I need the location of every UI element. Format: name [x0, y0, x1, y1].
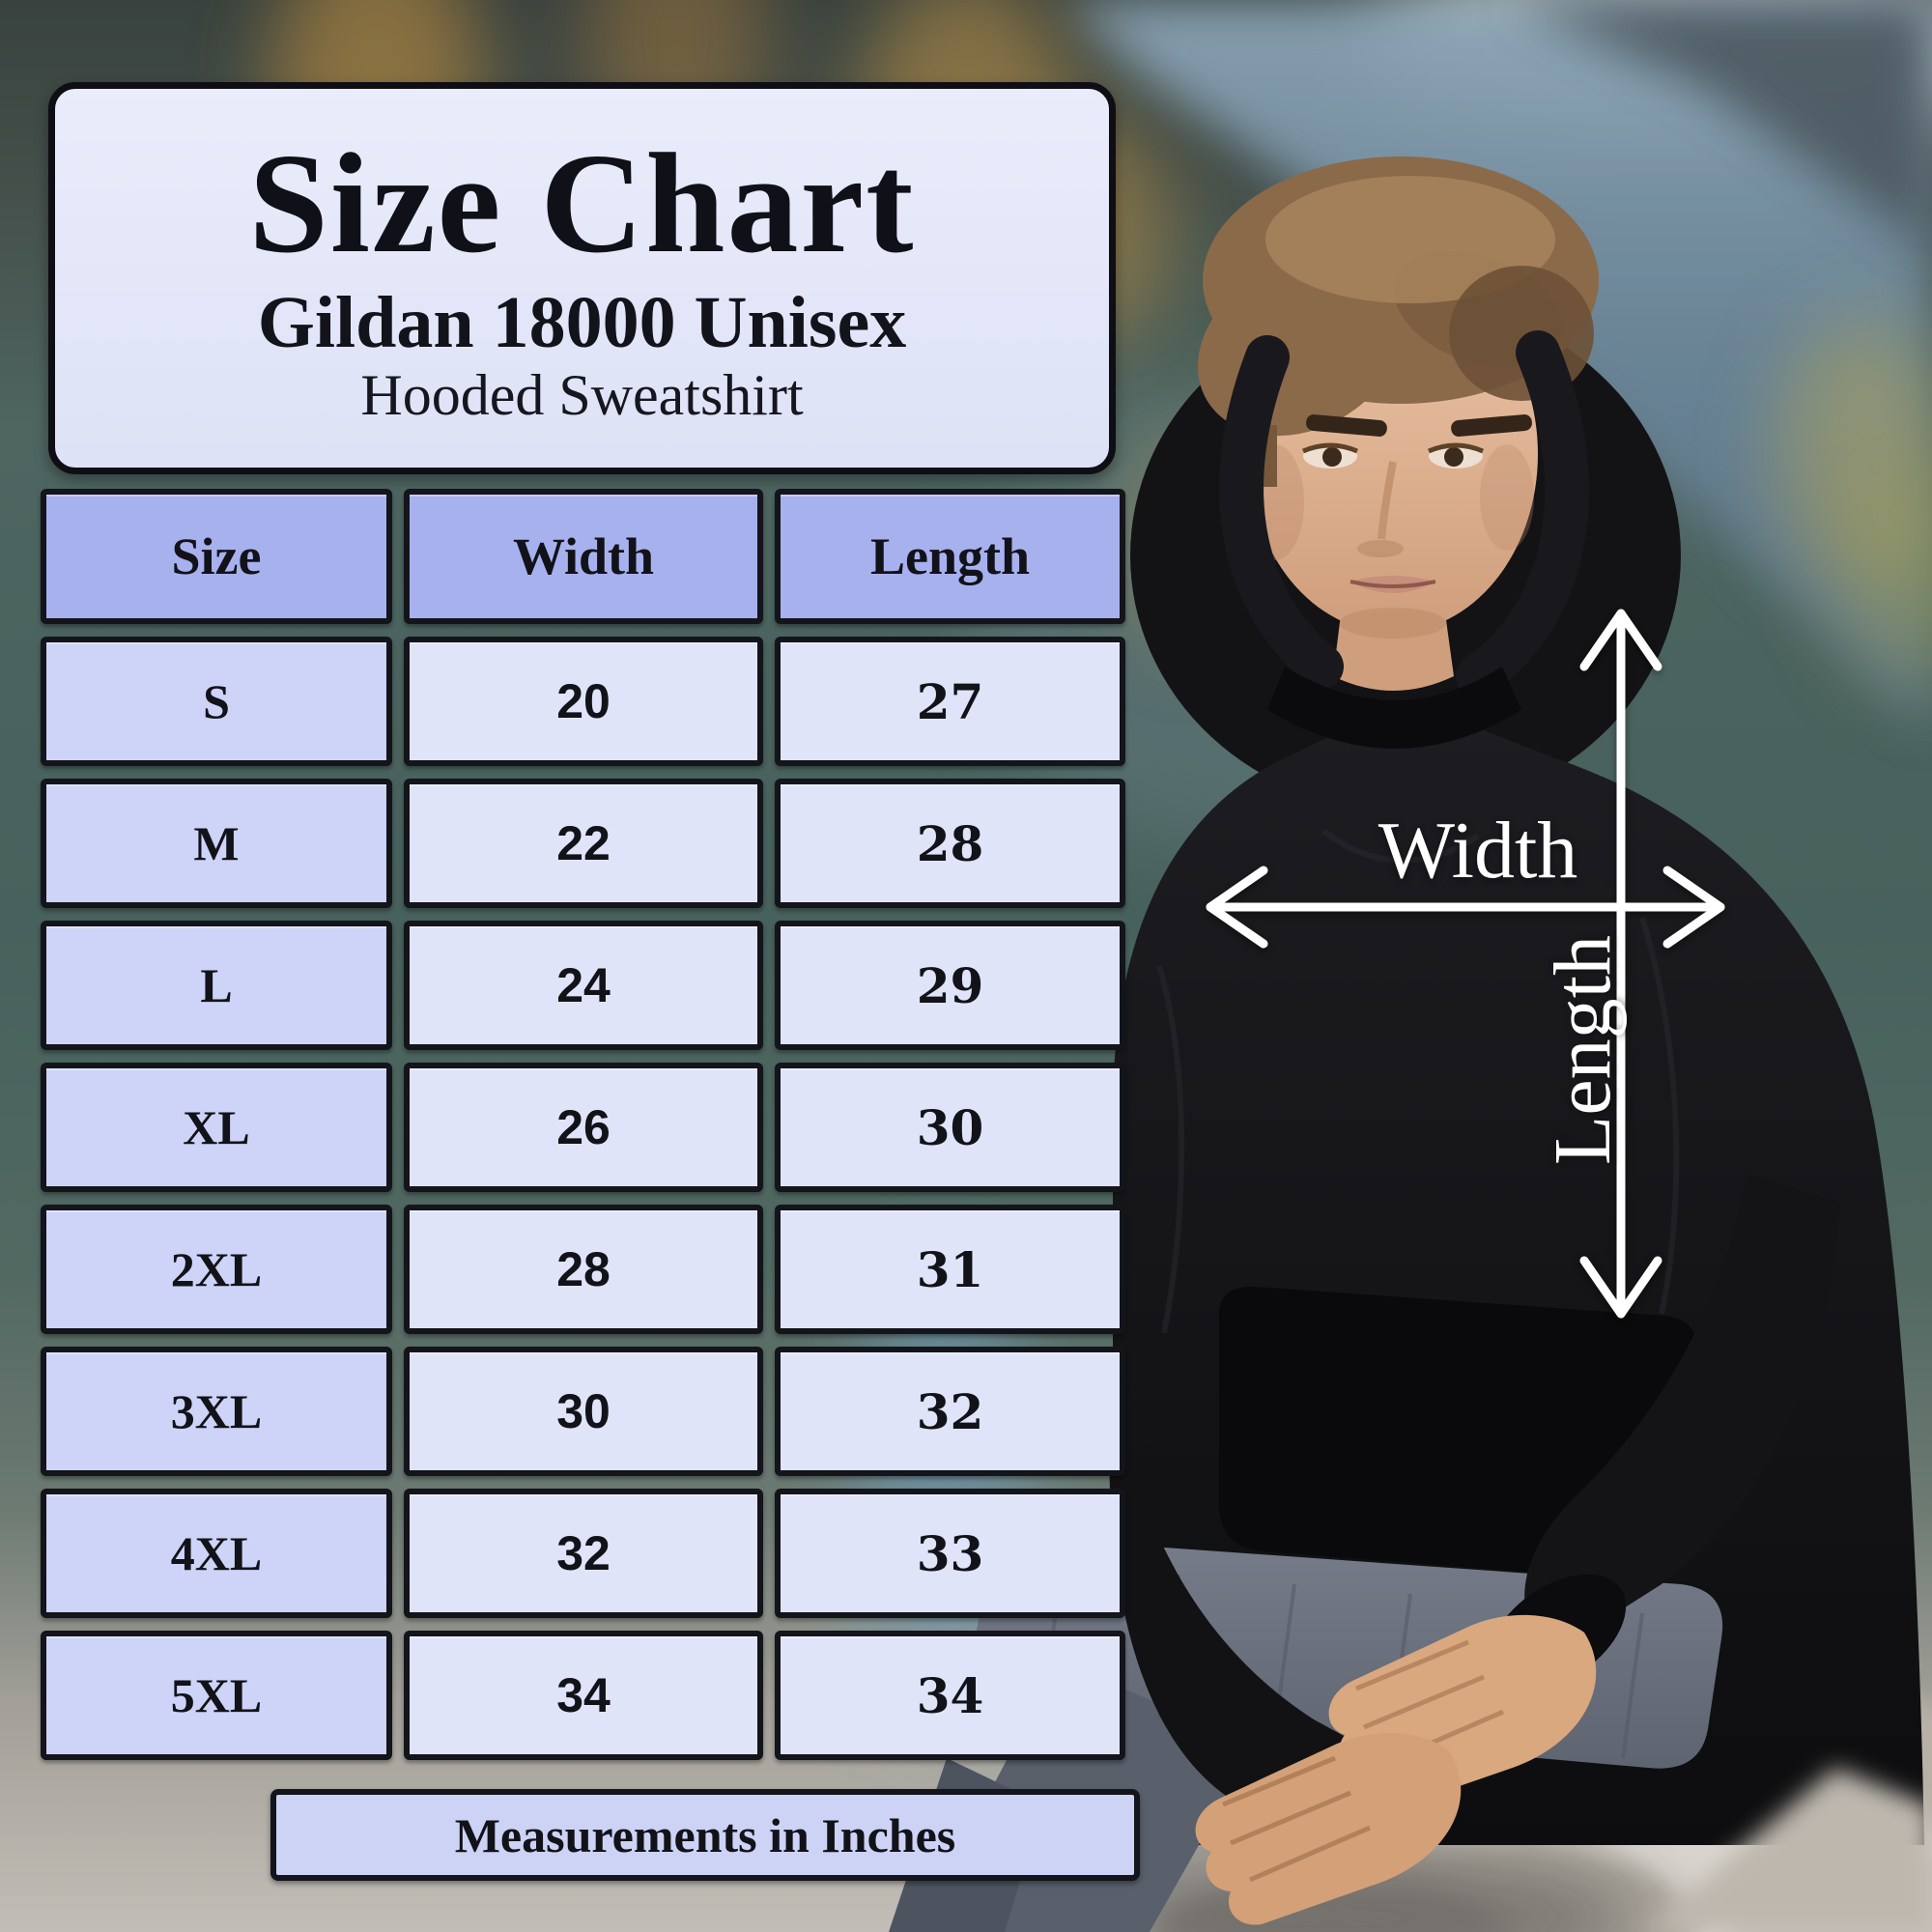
size-label: XL: [41, 1063, 392, 1192]
hoodie-wrinkles: [1156, 828, 1680, 1334]
length-value: 34: [775, 1631, 1125, 1760]
length-value: 27: [775, 637, 1125, 766]
size-label: M: [41, 779, 392, 908]
width-value: 24: [404, 921, 763, 1050]
page-title: Size Chart: [248, 124, 916, 283]
lower-hand: [1195, 1732, 1462, 1925]
width-value: 20: [404, 637, 763, 766]
size-label: 2XL: [41, 1205, 392, 1334]
header-length: Length: [775, 489, 1125, 624]
header-width: Width: [404, 489, 763, 624]
model: [889, 156, 1932, 1932]
size-label: 4XL: [41, 1489, 392, 1618]
foreground-rock: [1642, 1768, 1932, 1932]
size-label: 5XL: [41, 1631, 392, 1760]
title-panel: Size Chart Gildan 18000 Unisex Hooded Sw…: [48, 82, 1116, 474]
length-value: 28: [775, 779, 1125, 908]
width-value: 32: [404, 1489, 763, 1618]
length-value: 33: [775, 1489, 1125, 1618]
length-value: 32: [775, 1347, 1125, 1476]
left-forearm-sleeve: [1109, 1352, 1420, 1831]
length-arrow-label: Length: [1538, 935, 1628, 1165]
size-table: Size Width Length S 20 27 M 22 28 L 24 2…: [41, 489, 1125, 1760]
brand-line: Gildan 18000 Unisex: [257, 281, 907, 363]
width-value: 22: [404, 779, 763, 908]
hood-collar: [1267, 667, 1521, 749]
product-line: Hooded Sweatshirt: [360, 363, 804, 428]
length-value: 31: [775, 1205, 1125, 1334]
size-label: S: [41, 637, 392, 766]
width-arrow-label: Width: [1378, 806, 1578, 895]
measurements-note: Measurements in Inches: [270, 1789, 1140, 1881]
width-value: 34: [404, 1631, 763, 1760]
size-label: L: [41, 921, 392, 1050]
size-label: 3XL: [41, 1347, 392, 1476]
header-size: Size: [41, 489, 392, 624]
length-value: 29: [775, 921, 1125, 1050]
hair: [1197, 156, 1599, 487]
width-value: 28: [404, 1205, 763, 1334]
face-features: [1302, 414, 1532, 639]
width-value: 30: [404, 1347, 763, 1476]
right-forearm-sleeve: [1524, 1174, 1840, 1658]
width-value: 26: [404, 1063, 763, 1192]
length-value: 30: [775, 1063, 1125, 1192]
hood-rim: [1219, 330, 1590, 698]
